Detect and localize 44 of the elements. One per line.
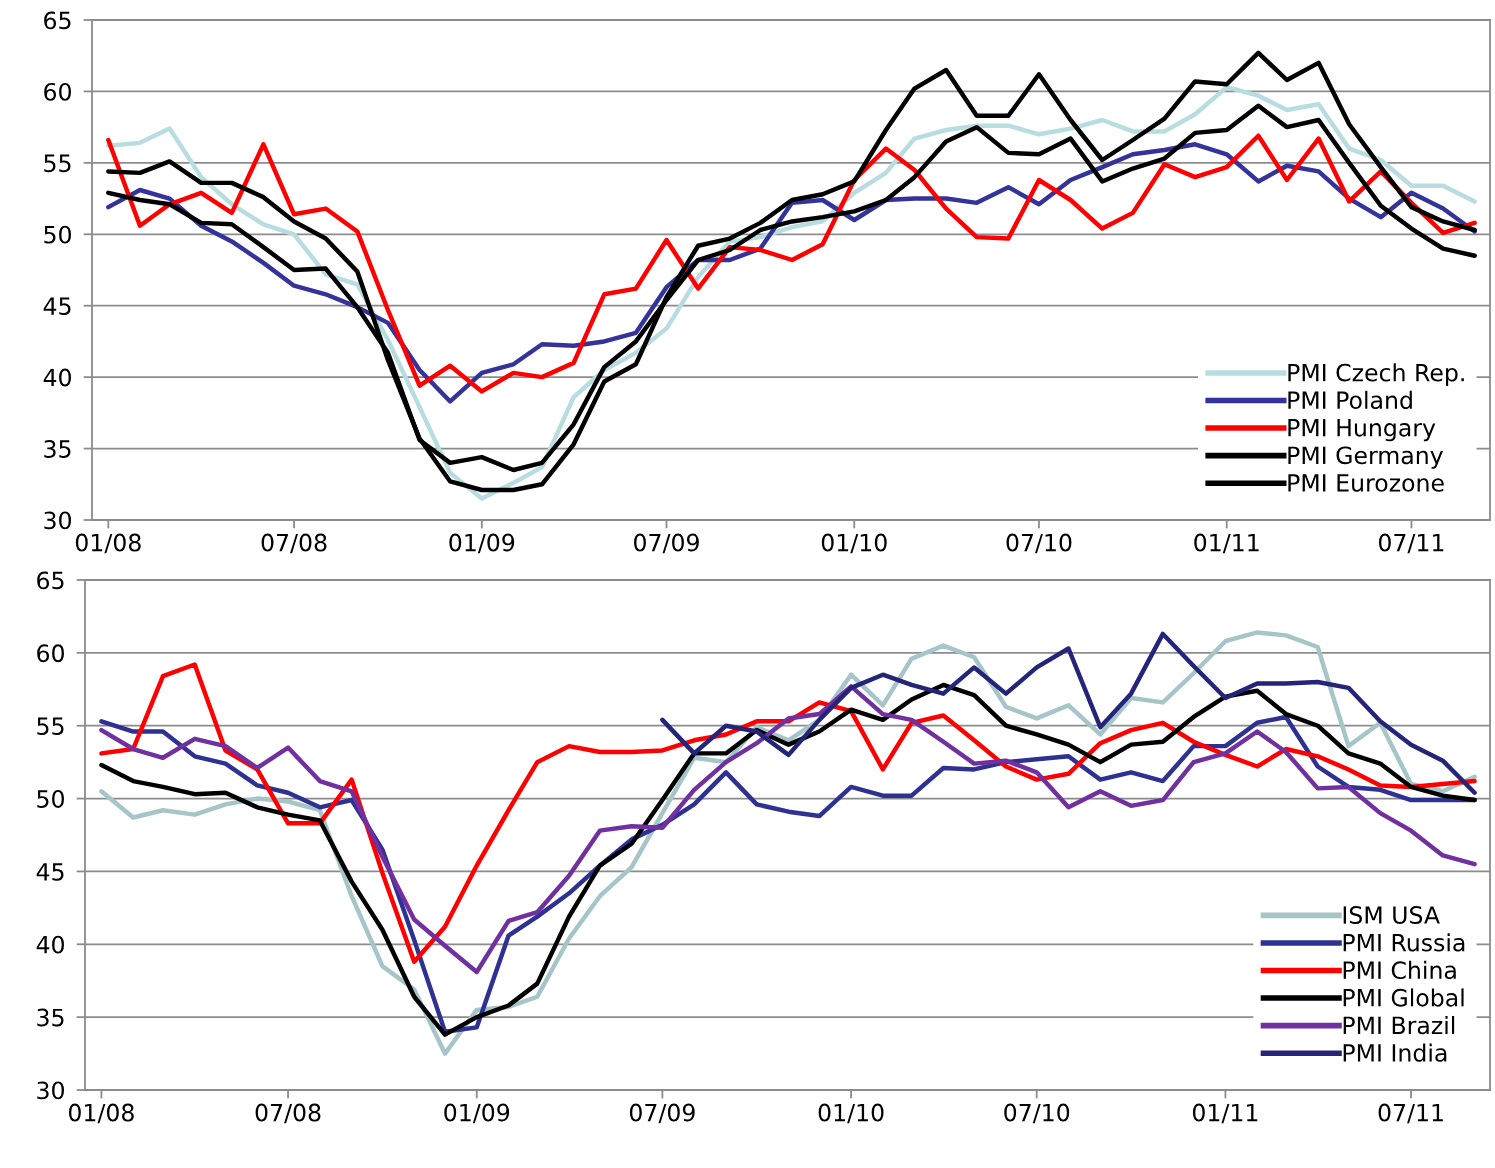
legend-label: PMI Brazil xyxy=(1343,1015,1455,1035)
y-tick-label: 30 xyxy=(44,511,71,530)
legend-label: PMI Poland xyxy=(1288,390,1412,410)
y-tick-label: 35 xyxy=(44,440,71,458)
y-tick-label: 45 xyxy=(36,863,64,881)
y-tick-label: 55 xyxy=(44,154,71,173)
x-tick-label: 01/11 xyxy=(1192,1103,1258,1124)
x-tick-label: 01/08 xyxy=(75,533,141,554)
x-tick-label: 07/11 xyxy=(1378,533,1444,554)
y-tick-label: 40 xyxy=(36,935,64,954)
legend-label: PMI India xyxy=(1343,1043,1447,1062)
legend-label: ISM USA xyxy=(1343,906,1440,924)
legend-label: PMI Global xyxy=(1343,988,1464,1007)
y-tick-label: 55 xyxy=(37,717,64,736)
x-tick-label: 01/10 xyxy=(818,1103,884,1124)
y-tick-label: 35 xyxy=(37,1008,64,1027)
legend-label: PMI Russia xyxy=(1343,933,1465,952)
legend-label: PMI Hungary xyxy=(1288,419,1436,442)
y-tick-label: 60 xyxy=(37,644,64,663)
x-tick-label: 07/09 xyxy=(629,1103,695,1124)
legend-label: PMI Germany xyxy=(1288,446,1443,469)
legend-label: PMI Czech Rep. xyxy=(1288,363,1464,387)
x-tick-label: 07/11 xyxy=(1378,1103,1443,1124)
y-tick-label: 30 xyxy=(37,1081,64,1100)
x-tick-label: 01/08 xyxy=(68,1103,134,1124)
x-tick-label: 07/08 xyxy=(261,533,327,554)
x-tick-label: 01/09 xyxy=(444,1103,510,1124)
x-tick-label: 01/11 xyxy=(1194,533,1259,554)
y-tick-label: 65 xyxy=(37,571,64,590)
line-series xyxy=(660,631,1477,795)
x-tick-label: 07/09 xyxy=(634,533,699,554)
y-tick-label: 60 xyxy=(44,82,71,101)
y-tick-label: 50 xyxy=(37,790,64,808)
x-tick-label: 01/10 xyxy=(821,533,887,554)
y-tick-label: 45 xyxy=(43,297,71,316)
x-tick-label: 07/10 xyxy=(1006,533,1072,554)
y-tick-label: 40 xyxy=(43,368,71,387)
x-tick-label: 01/09 xyxy=(449,533,515,554)
x-tick-label: 07/10 xyxy=(1004,1103,1070,1124)
legend-label: PMI Eurozone xyxy=(1288,474,1444,492)
x-tick-label: 07/08 xyxy=(255,1103,321,1124)
legend-label: PMI China xyxy=(1343,960,1456,980)
y-tick-label: 65 xyxy=(44,11,71,30)
y-tick-label: 50 xyxy=(44,225,71,244)
